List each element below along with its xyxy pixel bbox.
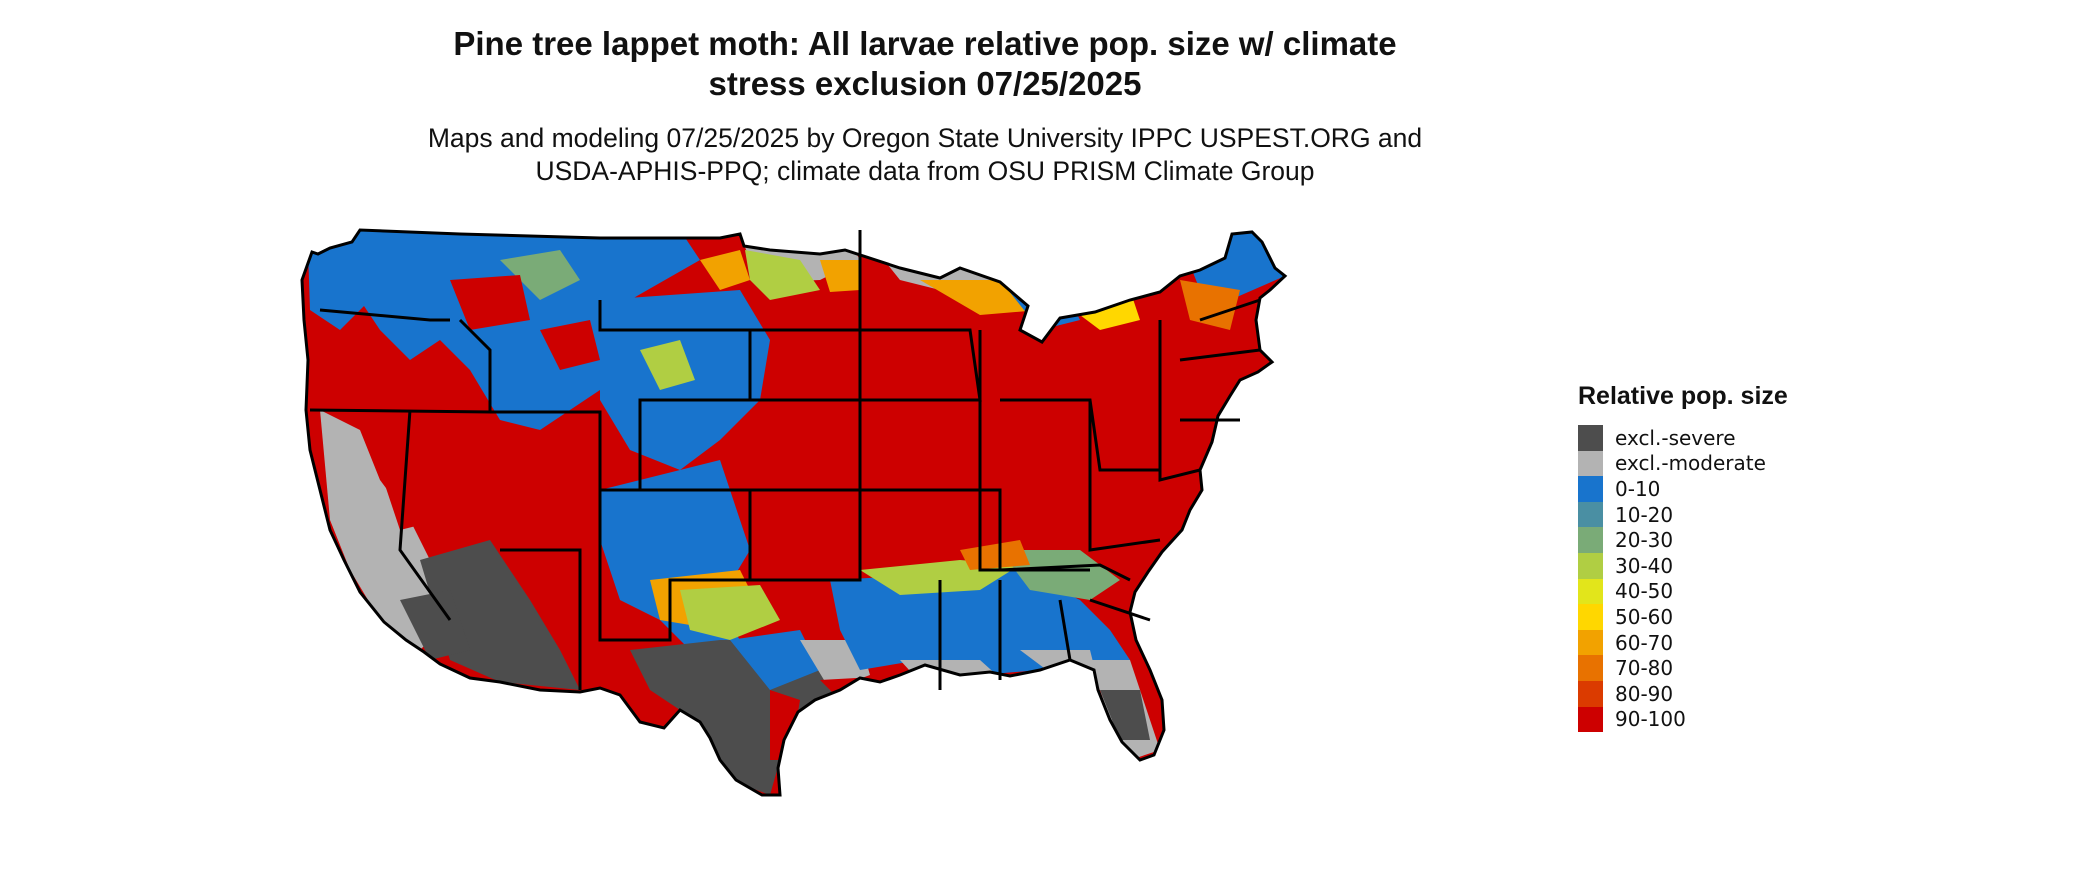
- map-title: Pine tree lappet moth: All larvae relati…: [0, 24, 1850, 104]
- legend-item: excl.-severe: [1578, 425, 1788, 451]
- map-fill: [302, 230, 1285, 795]
- legend-swatch: [1578, 425, 1603, 451]
- legend-item: 40-50: [1578, 578, 1788, 605]
- map-subtitle-line1: Maps and modeling 07/25/2025 by Oregon S…: [427, 123, 1423, 153]
- legend-label: 70-80: [1615, 656, 1674, 681]
- legend-swatch: [1578, 450, 1603, 477]
- legend: Relative pop. size excl.-severe excl.-mod…: [1578, 382, 1788, 733]
- legend-label: excl.-severe: [1615, 425, 1736, 450]
- legend-item: 50-60: [1578, 604, 1788, 630]
- legend-label: 60-70: [1615, 630, 1674, 655]
- legend-label: 40-50: [1615, 579, 1674, 604]
- legend-label: 80-90: [1615, 681, 1674, 706]
- legend-item: 80-90: [1578, 680, 1788, 707]
- legend-item: 30-40: [1578, 552, 1788, 579]
- legend-label: 0-10: [1615, 476, 1661, 501]
- legend-label: 20-30: [1615, 528, 1674, 553]
- legend-swatch: [1578, 476, 1603, 502]
- legend-swatch: [1578, 501, 1603, 528]
- legend-item: 0-10: [1578, 476, 1788, 502]
- legend-swatch: [1578, 578, 1603, 605]
- legend-swatch: [1578, 552, 1603, 579]
- legend-label: excl.-moderate: [1615, 451, 1766, 476]
- legend-item: 20-30: [1578, 527, 1788, 553]
- legend-swatch: [1578, 680, 1603, 707]
- map-subtitle-line2: USDA-APHIS-PPQ; climate data from OSU PR…: [535, 156, 1315, 186]
- map-title-line1: Pine tree lappet moth: All larvae relati…: [453, 25, 1397, 62]
- legend-swatch: [1578, 706, 1603, 733]
- legend-item: 90-100: [1578, 706, 1788, 733]
- legend-label: 10-20: [1615, 502, 1674, 527]
- legend-item: excl.-moderate: [1578, 450, 1788, 477]
- legend-swatch: [1578, 655, 1603, 681]
- us-map: [300, 228, 1288, 797]
- map-title-line2: stress exclusion 07/25/2025: [708, 65, 1142, 102]
- legend-item: 10-20: [1578, 501, 1788, 528]
- legend-label: 50-60: [1615, 604, 1674, 629]
- legend-title: Relative pop. size: [1578, 382, 1788, 410]
- legend-item: 60-70: [1578, 629, 1788, 656]
- legend-item: 70-80: [1578, 655, 1788, 681]
- map-subtitle: Maps and modeling 07/25/2025 by Oregon S…: [0, 122, 1850, 188]
- legend-swatch: [1578, 604, 1603, 630]
- legend-label: 30-40: [1615, 553, 1674, 578]
- legend-swatch: [1578, 527, 1603, 553]
- state-boundaries: [300, 228, 1288, 797]
- legend-swatch: [1578, 629, 1603, 656]
- legend-label: 90-100: [1615, 707, 1686, 732]
- legend-items: excl.-severe excl.-moderate 0-10 10-20 20-30…: [1578, 425, 1788, 733]
